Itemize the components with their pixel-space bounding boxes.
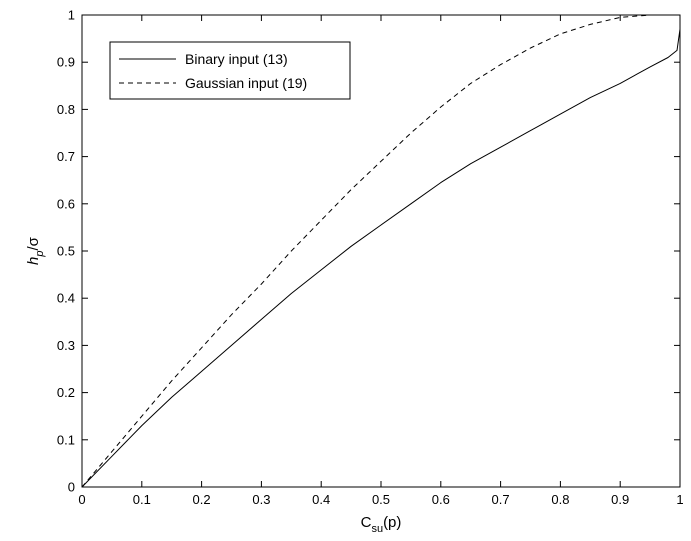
y-tick-label: 0.9 [57,55,75,70]
x-tick-label: 0.4 [312,492,330,507]
y-tick-label: 0.3 [57,338,75,353]
x-axis-label: Csu(p) [361,514,402,535]
legend-box [109,41,351,100]
x-tick-label: 0.3 [252,492,270,507]
x-tick-label: 0.2 [193,492,211,507]
y-axis-ticks: 0 0.1 0.2 0.3 0.4 0.5 0.6 0.7 0.8 0.9 1 [57,8,680,495]
y-tick-label: 0.2 [57,385,75,400]
y-tick-label: 0.1 [57,432,75,447]
x-axis-label-sub: su [371,523,383,535]
x-tick-label: 0.1 [133,492,151,507]
x-tick-label: 0.8 [551,492,569,507]
y-axis-label-base: h [25,257,42,265]
y-tick-label: 0.8 [57,102,75,117]
x-tick-label: 0.7 [492,492,510,507]
y-axis-label-suffix: /σ [25,236,42,250]
y-tick-label: 0 [68,480,75,495]
legend-label-gaussian: Gaussian input (19) [185,75,307,91]
x-axis-label-suffix: (p) [383,514,401,531]
y-tick-label: 0.4 [57,291,75,306]
series-line-binary [81,29,681,488]
x-axis-label-base: C [361,514,372,531]
x-tick-label: 1 [676,492,683,507]
x-tick-label: 0 [78,492,85,507]
legend: Binary input (13) Gaussian input (19) [109,41,351,100]
y-tick-label: 0.6 [57,196,75,211]
y-axis-label-sub: p [34,250,46,257]
y-axis-label: hp/σ [25,236,46,265]
y-tick-label: 0.5 [57,244,75,259]
x-axis-ticks: 0 0.1 0.2 0.3 0.4 0.5 0.6 0.7 0.8 0.9 1 [78,15,684,507]
legend-label-binary: Binary input (13) [185,51,288,67]
y-tick-label: 1 [68,8,75,23]
x-tick-label: 0.5 [372,492,390,507]
x-tick-label: 0.6 [432,492,450,507]
y-tick-label: 0.7 [57,149,75,164]
series-line-gaussian [81,14,680,488]
x-tick-label: 0.9 [611,492,629,507]
